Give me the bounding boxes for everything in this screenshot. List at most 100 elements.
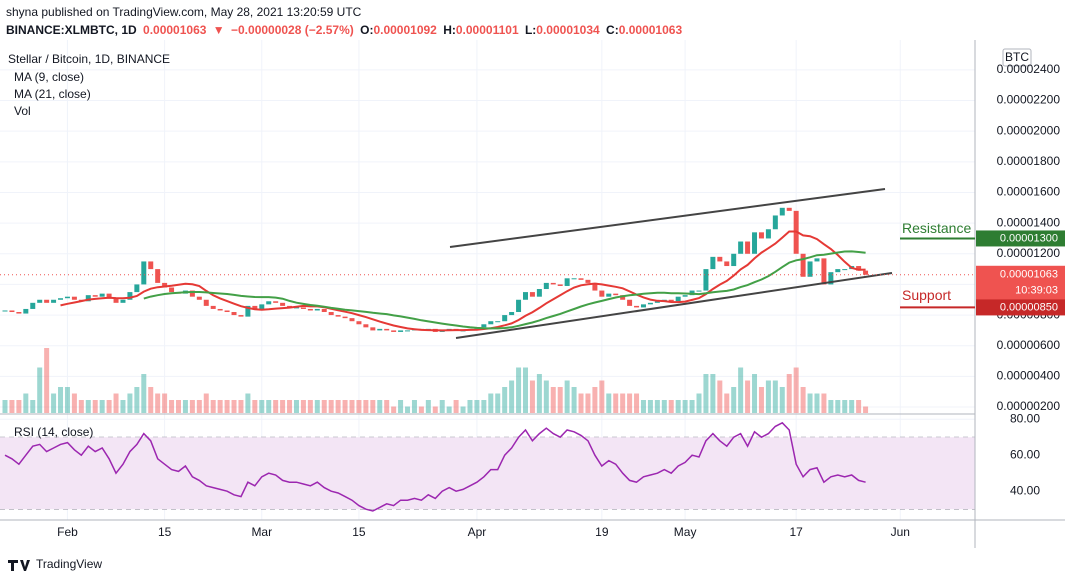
candle — [599, 290, 605, 297]
volume-bar — [710, 374, 716, 413]
volume-bar — [155, 393, 161, 413]
volume-bar — [287, 400, 293, 413]
price-box — [976, 265, 1065, 300]
volume-bar — [481, 400, 487, 413]
header-line: BINANCE:XLMBTC, 1D 0.00001063 ▼ −0.00000… — [6, 23, 685, 37]
candle — [620, 295, 626, 300]
volume-bar — [599, 380, 605, 413]
volume-bar — [134, 387, 140, 413]
h-label: H: — [443, 23, 456, 37]
volume-bar — [335, 400, 341, 413]
candle — [800, 253, 806, 277]
y-tick-label: 0.00001200 — [997, 246, 1061, 260]
candle — [321, 308, 327, 313]
volume-bar — [689, 400, 695, 413]
volume-bar — [58, 387, 64, 413]
h-value: 0.00001101 — [455, 23, 519, 37]
candle — [842, 269, 848, 271]
volume-bar — [647, 400, 653, 413]
volume-bar — [564, 380, 570, 413]
x-tick-label: May — [674, 525, 697, 539]
candle — [765, 229, 771, 239]
candle — [71, 296, 77, 300]
volume-bar — [703, 374, 709, 413]
candle — [634, 305, 640, 308]
resistance-box — [976, 230, 1065, 247]
candle — [724, 261, 730, 267]
candle — [488, 321, 494, 325]
candle — [210, 305, 216, 309]
volume-bar — [30, 400, 36, 413]
currency-box — [1002, 48, 1032, 67]
candle — [259, 304, 265, 309]
candle — [224, 310, 230, 313]
candle — [606, 293, 612, 297]
volume-bar — [620, 393, 626, 413]
volume-bar — [377, 400, 383, 413]
candle — [585, 279, 591, 283]
candle — [266, 301, 272, 305]
volume-bar — [64, 387, 70, 413]
volume-bar — [821, 393, 827, 413]
candle — [23, 308, 29, 314]
volume-bar — [37, 367, 43, 413]
candle — [377, 328, 383, 331]
volume-bar — [321, 400, 327, 413]
candle — [349, 318, 355, 322]
candle — [821, 258, 827, 285]
volume-bar — [384, 400, 390, 413]
candle — [280, 302, 286, 306]
logo: TradingView — [36, 557, 102, 571]
candle — [162, 282, 168, 288]
candle — [2, 310, 8, 312]
volume-bar — [453, 400, 459, 413]
x-tick-label: 15 — [158, 525, 172, 539]
logo-icon — [8, 560, 30, 571]
candle — [16, 312, 22, 314]
volume-bar — [314, 400, 320, 413]
volume-bar — [106, 400, 112, 413]
volume-bar — [398, 400, 404, 413]
candle — [550, 282, 556, 285]
volume-bar — [176, 400, 181, 413]
candle — [529, 292, 535, 297]
volume-bar — [793, 367, 799, 413]
candle — [273, 301, 279, 303]
candle — [9, 310, 15, 313]
candle — [189, 290, 195, 297]
candle — [120, 299, 126, 303]
volume-bar — [543, 380, 549, 413]
y-tick-label: 0.00000200 — [997, 399, 1061, 413]
volume-bar — [474, 400, 480, 413]
l-value: 0.00001034 — [536, 23, 600, 37]
candle — [203, 299, 209, 306]
volume-bar — [523, 367, 528, 413]
candle — [148, 261, 154, 270]
volume-bar — [238, 400, 244, 413]
candle — [335, 315, 341, 317]
symbol: BINANCE:XLMBTC, 1D — [6, 23, 137, 37]
arrow: ▼ — [212, 23, 225, 37]
volume-bar — [356, 400, 362, 413]
candle — [613, 293, 619, 296]
ma9-line — [60, 230, 866, 332]
c-value: 0.00001063 — [618, 23, 683, 37]
candle — [481, 324, 487, 328]
volume-bar — [724, 393, 730, 413]
published: shyna published on TradingView.com, May … — [6, 5, 362, 19]
candle — [196, 296, 202, 300]
volume-bar — [51, 393, 57, 413]
x-tick-label: Feb — [57, 525, 78, 539]
volume-bar — [786, 374, 792, 413]
candle — [113, 298, 119, 303]
volume-bar — [502, 387, 508, 413]
volume-bar — [418, 406, 424, 413]
volume-bar — [23, 393, 29, 413]
volume-bar — [800, 387, 806, 413]
candle — [523, 292, 528, 300]
volume-bar — [613, 393, 619, 413]
volume-bar — [765, 380, 771, 413]
volume-bar — [349, 400, 355, 413]
volume-bar — [529, 380, 535, 413]
candle — [835, 269, 841, 273]
